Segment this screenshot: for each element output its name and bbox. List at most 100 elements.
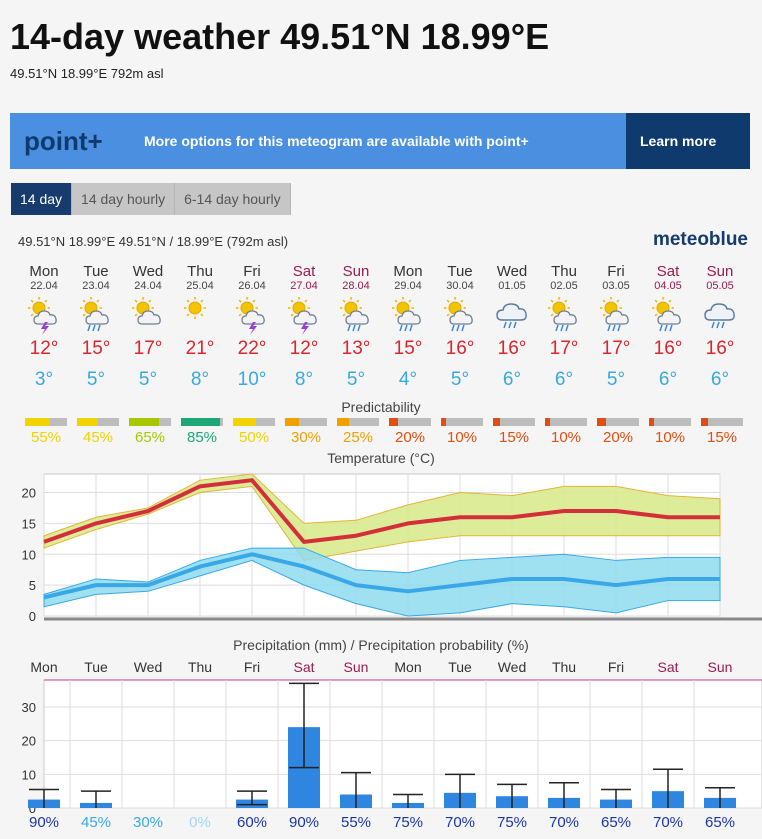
x-tick-label: Mon xyxy=(30,659,57,675)
learn-more-button[interactable]: Learn more xyxy=(626,113,750,169)
day-column: Fri 03.05 17° 5° xyxy=(590,264,642,392)
min-temperature: 5° xyxy=(606,369,626,390)
predictability-item: 85% xyxy=(176,418,228,448)
x-tick-label: Thu xyxy=(552,659,576,675)
sun-cloud-rain-icon xyxy=(590,293,642,337)
y-tick-label: 20 xyxy=(22,486,36,501)
day-name: Thu xyxy=(551,263,577,280)
sun-cloud-rain-icon xyxy=(538,293,590,337)
precipitation-range xyxy=(341,771,371,808)
predictability-value: 65% xyxy=(134,429,166,446)
precipitation-chart: Mon Tue Wed Thu Fri Sat Sun Mon Tue Wed Thu Fri Sat S… xyxy=(22,659,762,831)
predictability-item: 20% xyxy=(384,418,436,448)
sun-icon xyxy=(174,293,226,337)
max-temperature-band xyxy=(43,473,721,561)
meteoblue-logo[interactable]: meteoblue xyxy=(652,229,748,250)
max-temperature: 15° xyxy=(393,338,423,359)
day-date: 23.04 xyxy=(82,280,110,292)
predictability-value: 10% xyxy=(446,429,478,446)
predictability-fill xyxy=(389,418,398,426)
predictability-value: 20% xyxy=(602,429,634,446)
min-temperature: 6° xyxy=(658,369,678,390)
sun-cloud-storm-icon xyxy=(18,293,70,337)
day-date: 27.04 xyxy=(290,280,318,292)
min-temperature-line xyxy=(43,552,720,600)
predictability-value: 20% xyxy=(394,429,426,446)
x-tick-label: Mon xyxy=(394,659,421,675)
day-name: Tue xyxy=(83,263,109,280)
precipitation-range xyxy=(393,793,423,808)
x-tick-label: Wed xyxy=(498,659,527,675)
page-subtitle: 49.51°N 18.99°E 792m asl xyxy=(10,66,164,81)
day-column: Wed 01.05 16° 6° xyxy=(486,264,538,392)
predictability-item: 65% xyxy=(124,418,176,448)
predictability-item: 10% xyxy=(436,418,488,448)
min-temperature: 8° xyxy=(190,369,210,390)
day-column: Mon 22.04 12° 3° xyxy=(18,264,70,392)
day-date: 01.05 xyxy=(498,280,526,292)
precipitation-range xyxy=(445,773,475,808)
precipitation-probability: 75% xyxy=(497,814,527,831)
tab-14-day[interactable]: 14 day xyxy=(11,183,73,215)
predictability-fill xyxy=(701,418,708,426)
y-tick-label: 10 xyxy=(22,767,36,782)
predictability-item: 10% xyxy=(644,418,696,448)
day-date: 22.04 xyxy=(30,280,58,292)
day-name: Sun xyxy=(342,263,370,280)
day-column: Thu 25.04 21° 8° xyxy=(174,264,226,392)
predictability-bar xyxy=(597,418,639,426)
x-tick-label: Sun xyxy=(708,659,733,675)
day-column: Fri 26.04 22° 10° xyxy=(226,264,278,392)
day-name: Sat xyxy=(656,263,680,280)
cloud-rain-icon xyxy=(694,293,746,337)
predictability-label: Predictability xyxy=(341,399,421,415)
max-temperature: 21° xyxy=(185,338,215,359)
day-date: 26.04 xyxy=(238,280,266,292)
predictability-item: 20% xyxy=(592,418,644,448)
predictability-bar xyxy=(285,418,327,426)
predictability-item: 30% xyxy=(280,418,332,448)
day-column: Mon 29.04 15° 4° xyxy=(382,264,434,392)
predictability-fill xyxy=(649,418,654,426)
precipitation-range xyxy=(29,788,59,808)
max-temperature: 13° xyxy=(341,338,371,359)
predictability-bar xyxy=(233,418,275,426)
predictability-bar xyxy=(493,418,535,426)
temperature-label: Temperature (°C) xyxy=(327,450,435,466)
x-tick-label: Fri xyxy=(244,659,260,675)
day-date: 24.04 xyxy=(134,280,162,292)
min-temperature: 5° xyxy=(346,369,366,390)
min-temperature: 6° xyxy=(502,369,522,390)
sun-cloud-storm-icon xyxy=(226,293,278,337)
day-column: Tue 30.04 16° 5° xyxy=(434,264,486,392)
precipitation-probability: 90% xyxy=(29,814,59,831)
precipitation-range xyxy=(549,781,579,808)
view-tabs: 14 day 14 day hourly 6-14 day hourly xyxy=(11,183,291,215)
predictability-bar xyxy=(129,418,171,426)
max-temperature-line xyxy=(43,478,720,544)
predictability-bar xyxy=(77,418,119,426)
tab-14-day-hourly[interactable]: 14 day hourly xyxy=(72,183,176,215)
predictability-fill xyxy=(597,418,606,426)
precipitation-range xyxy=(705,787,735,808)
page-title: 14-day weather 49.51°N 18.99°E xyxy=(10,16,550,57)
predictability-value: 55% xyxy=(30,429,62,446)
point-plus-banner[interactable]: point+ More options for this meteogram a… xyxy=(10,113,750,169)
temperature-chart: 0 5 10 15 20 xyxy=(22,473,762,624)
day-name: Wed xyxy=(132,263,164,280)
predictability-fill xyxy=(545,418,550,426)
predictability-item: 25% xyxy=(332,418,384,448)
sun-cloud-rain-icon xyxy=(642,293,694,337)
day-name: Mon xyxy=(29,263,59,280)
precipitation-probability: 30% xyxy=(133,814,163,831)
precipitation-label: Precipitation (mm) / Precipitation proba… xyxy=(233,637,529,653)
day-column: Sun 05.05 16° 6° xyxy=(694,264,746,392)
tab-6-14-day-hourly[interactable]: 6-14 day hourly xyxy=(175,183,291,215)
max-temperature: 15° xyxy=(81,338,111,359)
sun-cloud-rain-icon xyxy=(382,293,434,337)
predictability-value: 85% xyxy=(186,429,218,446)
day-date: 28.04 xyxy=(342,280,370,292)
day-date: 02.05 xyxy=(550,280,578,292)
day-name: Thu xyxy=(187,263,213,280)
day-date: 03.05 xyxy=(602,280,630,292)
